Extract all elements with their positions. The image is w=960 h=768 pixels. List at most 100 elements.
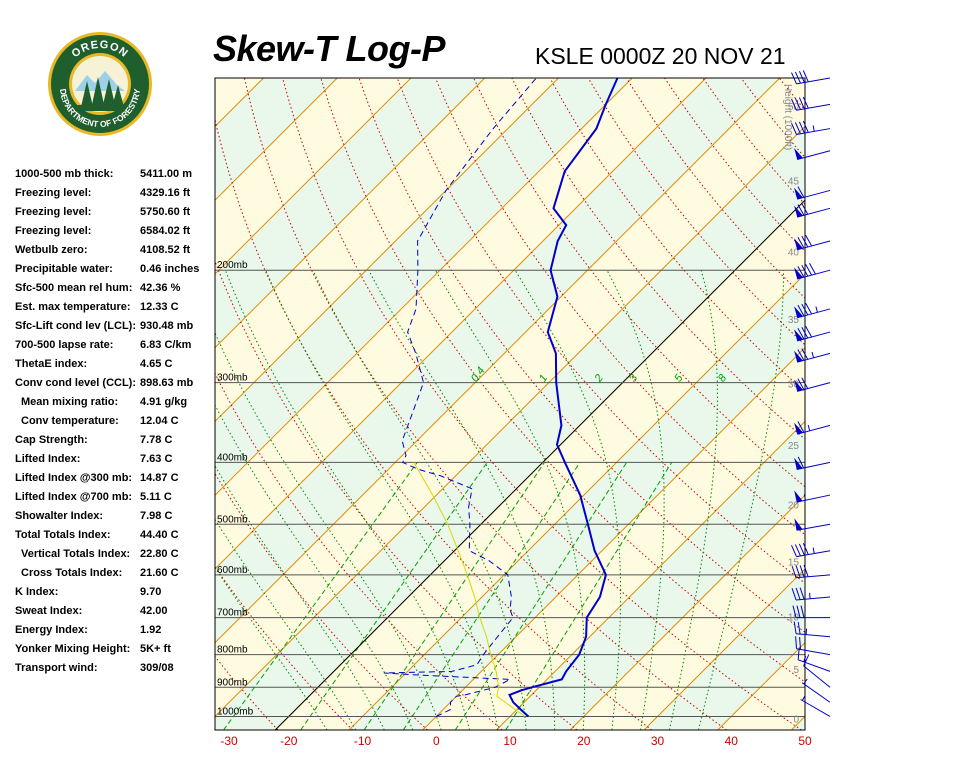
dry-adiabat	[243, 78, 727, 730]
wind-barb-feather	[797, 204, 805, 216]
height-tick-label: 20	[788, 501, 800, 512]
wind-barb-half-feather	[803, 656, 807, 662]
dry-adiabat	[473, 78, 805, 488]
dry-adiabat	[587, 78, 805, 346]
wind-barb	[791, 120, 831, 135]
dry-adiabat	[320, 78, 805, 683]
dry-adiabat	[282, 78, 802, 730]
index-value: 930.48 mb	[140, 320, 194, 332]
x-tick-label: 50	[798, 734, 812, 748]
wind-barb	[794, 421, 831, 435]
wind-barb-staff	[797, 269, 831, 280]
wind-barb-feather	[797, 327, 805, 340]
index-label: ThetaE index:	[15, 358, 88, 370]
moist-adiabat	[215, 331, 442, 730]
wind-barb-feather	[799, 587, 805, 600]
wind-barb-staff	[796, 596, 831, 601]
index-label: Est. max temperature:	[15, 301, 131, 313]
wind-barb-feather	[791, 545, 797, 557]
wind-barb-flag	[794, 148, 803, 160]
height-tick-label: 0	[793, 715, 799, 726]
dry-adiabat	[549, 78, 805, 393]
wind-barb-feather	[795, 636, 797, 649]
isotherm-band	[717, 642, 805, 730]
wind-barb	[801, 678, 831, 703]
mixing-ratio-label: 1	[537, 372, 550, 384]
wind-barb-feather	[801, 326, 809, 339]
wind-barb-half-feather	[809, 592, 811, 599]
index-label: Freezing level:	[15, 187, 92, 199]
wind-barb	[794, 234, 831, 251]
plot-background	[215, 78, 805, 730]
reference-line	[274, 199, 805, 730]
wind-barb-feather	[797, 236, 805, 249]
wind-barb-feather	[797, 186, 805, 198]
index-value: 5411.00 m	[140, 168, 192, 180]
wind-barb-flag	[794, 205, 803, 218]
wind-barb-feather	[801, 235, 809, 248]
wind-barb-staff	[801, 682, 831, 703]
wind-barb-feather	[801, 377, 809, 389]
wind-barb-staff	[796, 648, 831, 656]
height-tick-label: 50	[788, 102, 800, 113]
wind-barb-feather	[797, 456, 805, 469]
moist-adiabat	[368, 269, 556, 730]
x-tick-label: 10	[503, 734, 517, 748]
index-label: 1000-500 mb thick:	[15, 168, 114, 180]
moist-adiabat	[606, 269, 665, 730]
height-tick-label: 45	[788, 177, 800, 188]
wind-barb	[792, 605, 831, 619]
wind-barb-feather	[795, 587, 801, 600]
wind-barb-half-feather	[815, 306, 818, 313]
wind-barb	[794, 377, 831, 392]
wind-barb-feather	[791, 565, 797, 578]
x-tick-label: -30	[220, 734, 238, 748]
index-value: 1.92	[140, 624, 162, 636]
x-tick-label: 30	[651, 734, 665, 748]
index-value: 5.11 C	[140, 491, 172, 503]
mixing-ratio-label: 5	[672, 372, 686, 385]
wind-barb-feather	[805, 234, 813, 247]
wind-barb-feather	[794, 544, 801, 557]
index-label: Precipitable water:	[15, 263, 113, 275]
wind-barb-half-feather	[811, 351, 815, 358]
height-tick-label: 25	[788, 441, 800, 452]
station-time-label: KSLE 0000Z 20 NOV 21	[535, 43, 786, 69]
isotherm-line	[717, 642, 805, 730]
wind-barb-half-feather	[812, 125, 815, 132]
wind-barb	[794, 302, 831, 319]
index-label: Energy Index:	[15, 624, 88, 636]
wind-barb	[791, 542, 831, 558]
moist-adiabat	[312, 269, 527, 730]
wind-barb-half-feather	[812, 547, 815, 554]
index-value: 4.91 g/kg	[140, 396, 188, 408]
wind-barb-feather	[797, 304, 805, 317]
isotherm-line	[643, 568, 805, 730]
wind-barb-feather	[797, 378, 805, 390]
wind-barb-feather	[795, 565, 801, 578]
mixing-ratio-line	[363, 462, 545, 730]
index-value: 6.83 C/km	[140, 339, 192, 351]
wind-barb-feather	[793, 621, 797, 634]
index-label: Sfc-Lift cond lev (LCL):	[15, 320, 136, 332]
wind-barb-feather	[798, 97, 805, 110]
dry-adiabat	[215, 259, 578, 730]
wind-barb-feather	[798, 121, 805, 134]
wind-barb-flag	[794, 422, 803, 435]
isotherm-band	[422, 347, 805, 730]
wind-barb-flag	[794, 187, 803, 200]
index-value: 7.78 C	[140, 434, 173, 446]
index-label: Yonker Mixing Height:	[15, 643, 131, 655]
oregon-forestry-logo: OREGON DEPARTMENT OF FORESTRY	[48, 32, 152, 136]
index-label: 700-500 lapse rate:	[15, 339, 114, 351]
wind-barb-staff	[796, 494, 831, 503]
isotherm-band	[215, 78, 805, 717]
dry-adiabat	[664, 78, 805, 252]
dry-adiabat	[215, 117, 653, 730]
isotherm-line	[865, 78, 960, 730]
index-label: K Index:	[15, 586, 59, 598]
wind-barb-feather	[791, 98, 797, 111]
dry-adiabat	[434, 78, 805, 536]
index-value: 5K+ ft	[140, 643, 171, 655]
logo-trees-icon	[77, 77, 124, 111]
